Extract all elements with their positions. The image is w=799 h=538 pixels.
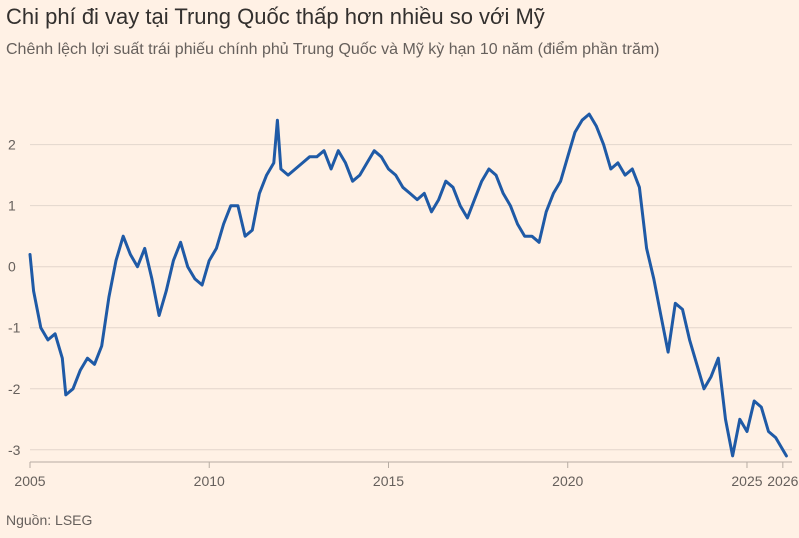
source-note: Nguồn: LSEG bbox=[6, 512, 93, 528]
x-tick-label: 2025 bbox=[731, 473, 762, 489]
y-tick-label: -2 bbox=[8, 381, 21, 397]
y-tick-label: -1 bbox=[8, 320, 21, 336]
x-tick-label: 2020 bbox=[552, 473, 583, 489]
y-tick-label: 1 bbox=[8, 198, 16, 214]
series-line bbox=[28, 112, 788, 458]
chart-title: Chi phí đi vay tại Trung Quốc thấp hơn n… bbox=[6, 4, 545, 29]
y-axis-ticks: 2 1 0 -1 -2 -3 bbox=[8, 137, 21, 458]
y-tick-label: 2 bbox=[8, 137, 16, 153]
y-tick-label: -3 bbox=[8, 442, 21, 458]
y-tick-label: 0 bbox=[8, 259, 16, 275]
x-tick-label: 2015 bbox=[373, 473, 404, 489]
x-axis-ticks: 2005 2010 2015 2020 2025 2026 bbox=[14, 462, 799, 489]
chart-subtitle: Chênh lệch lợi suất trái phiếu chính phủ… bbox=[6, 41, 660, 58]
x-tick-label: 2010 bbox=[194, 473, 225, 489]
x-tick-label: 2026 bbox=[767, 473, 798, 489]
gridlines bbox=[30, 144, 792, 463]
series-group bbox=[28, 112, 788, 458]
x-tick-label: 2005 bbox=[14, 473, 45, 489]
